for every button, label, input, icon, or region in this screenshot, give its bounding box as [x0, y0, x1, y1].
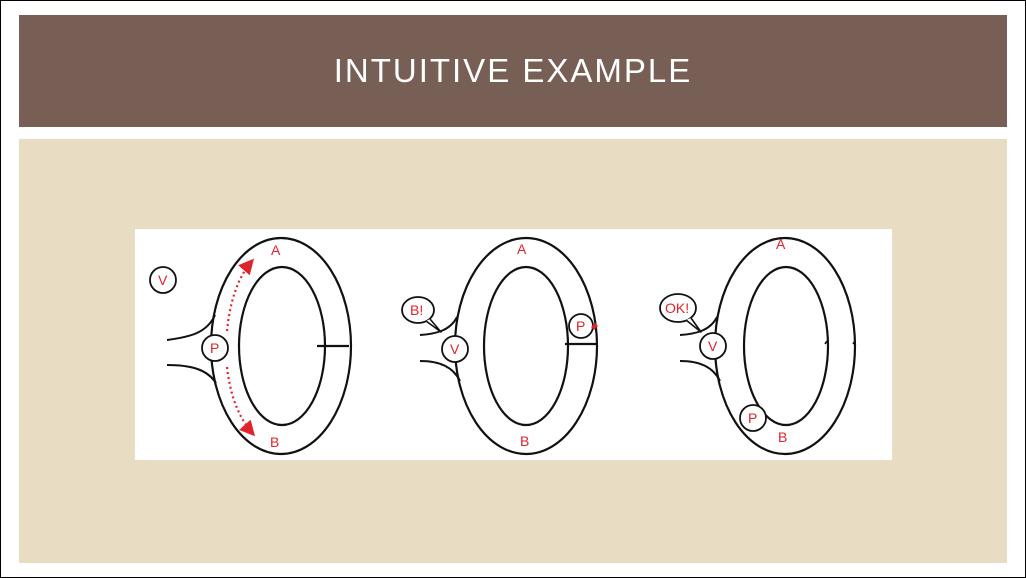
panel-1-p-circle: [201, 334, 229, 362]
panel-2-bubble-text: B!: [410, 302, 423, 318]
cave-diagram-svg: A B V P A B: [149, 236, 857, 456]
panel-1-p-label: P: [210, 340, 219, 356]
cave-diagram-figure: A B V P A B: [135, 229, 892, 460]
panel-3-top-label: A: [776, 236, 786, 252]
panel-3-bubble-text: OK!: [665, 300, 689, 316]
panel-3-magic-door: [824, 340, 856, 345]
panel-2-v-label: V: [450, 341, 460, 357]
panel-3-bottom-label: B: [778, 429, 787, 445]
panel-3-p-circle: [739, 404, 767, 432]
panel-1-inner-ring: [237, 265, 327, 427]
panel-1-v-circle: [149, 266, 177, 294]
panel-1-arrow-down: [225, 366, 256, 437]
panel-3-p-label: P: [748, 410, 757, 426]
slide-title: INTUITIVE EXAMPLE: [333, 52, 693, 89]
panel-2-bottom-label: B: [520, 433, 529, 449]
panel-2-inner-ring: [482, 265, 570, 427]
panel-1-arrow-up: [225, 258, 255, 332]
panel-2-speech-bubble: B!: [401, 296, 442, 333]
panel-2-entrance-lower: [419, 360, 461, 382]
panel-1-top-label: A: [271, 242, 281, 258]
panel-1-v-label: V: [158, 272, 168, 288]
panel-3-outer-ring: [713, 236, 857, 456]
panel-1-entrance-lower: [166, 364, 217, 384]
panel-3-entrance-upper: [679, 316, 718, 336]
panel-2-outer-ring: [453, 236, 599, 456]
panel-2-entrance-upper: [419, 316, 458, 336]
panel-2-key-mark: [591, 323, 598, 330]
panel-3-speech-bubble: OK!: [659, 293, 702, 333]
panel-1-entrance-upper: [166, 314, 216, 341]
panel-2-p-label: P: [576, 318, 585, 334]
panel-1-bottom-label: B: [270, 434, 279, 450]
panel-2-top-label: A: [517, 241, 527, 257]
panel-2: A B B! V P: [401, 236, 599, 456]
panel-2-v-circle: [441, 335, 469, 363]
panel-3-v-circle: [699, 332, 727, 360]
panel-3-inner-ring: [742, 265, 830, 427]
panel-3-v-label: V: [708, 338, 718, 354]
panel-3-entrance-lower: [679, 360, 721, 382]
title-bar: INTUITIVE EXAMPLE: [19, 15, 1007, 127]
panel-3: A B OK! V P: [659, 236, 857, 456]
panel-1: A B V P: [149, 236, 353, 456]
